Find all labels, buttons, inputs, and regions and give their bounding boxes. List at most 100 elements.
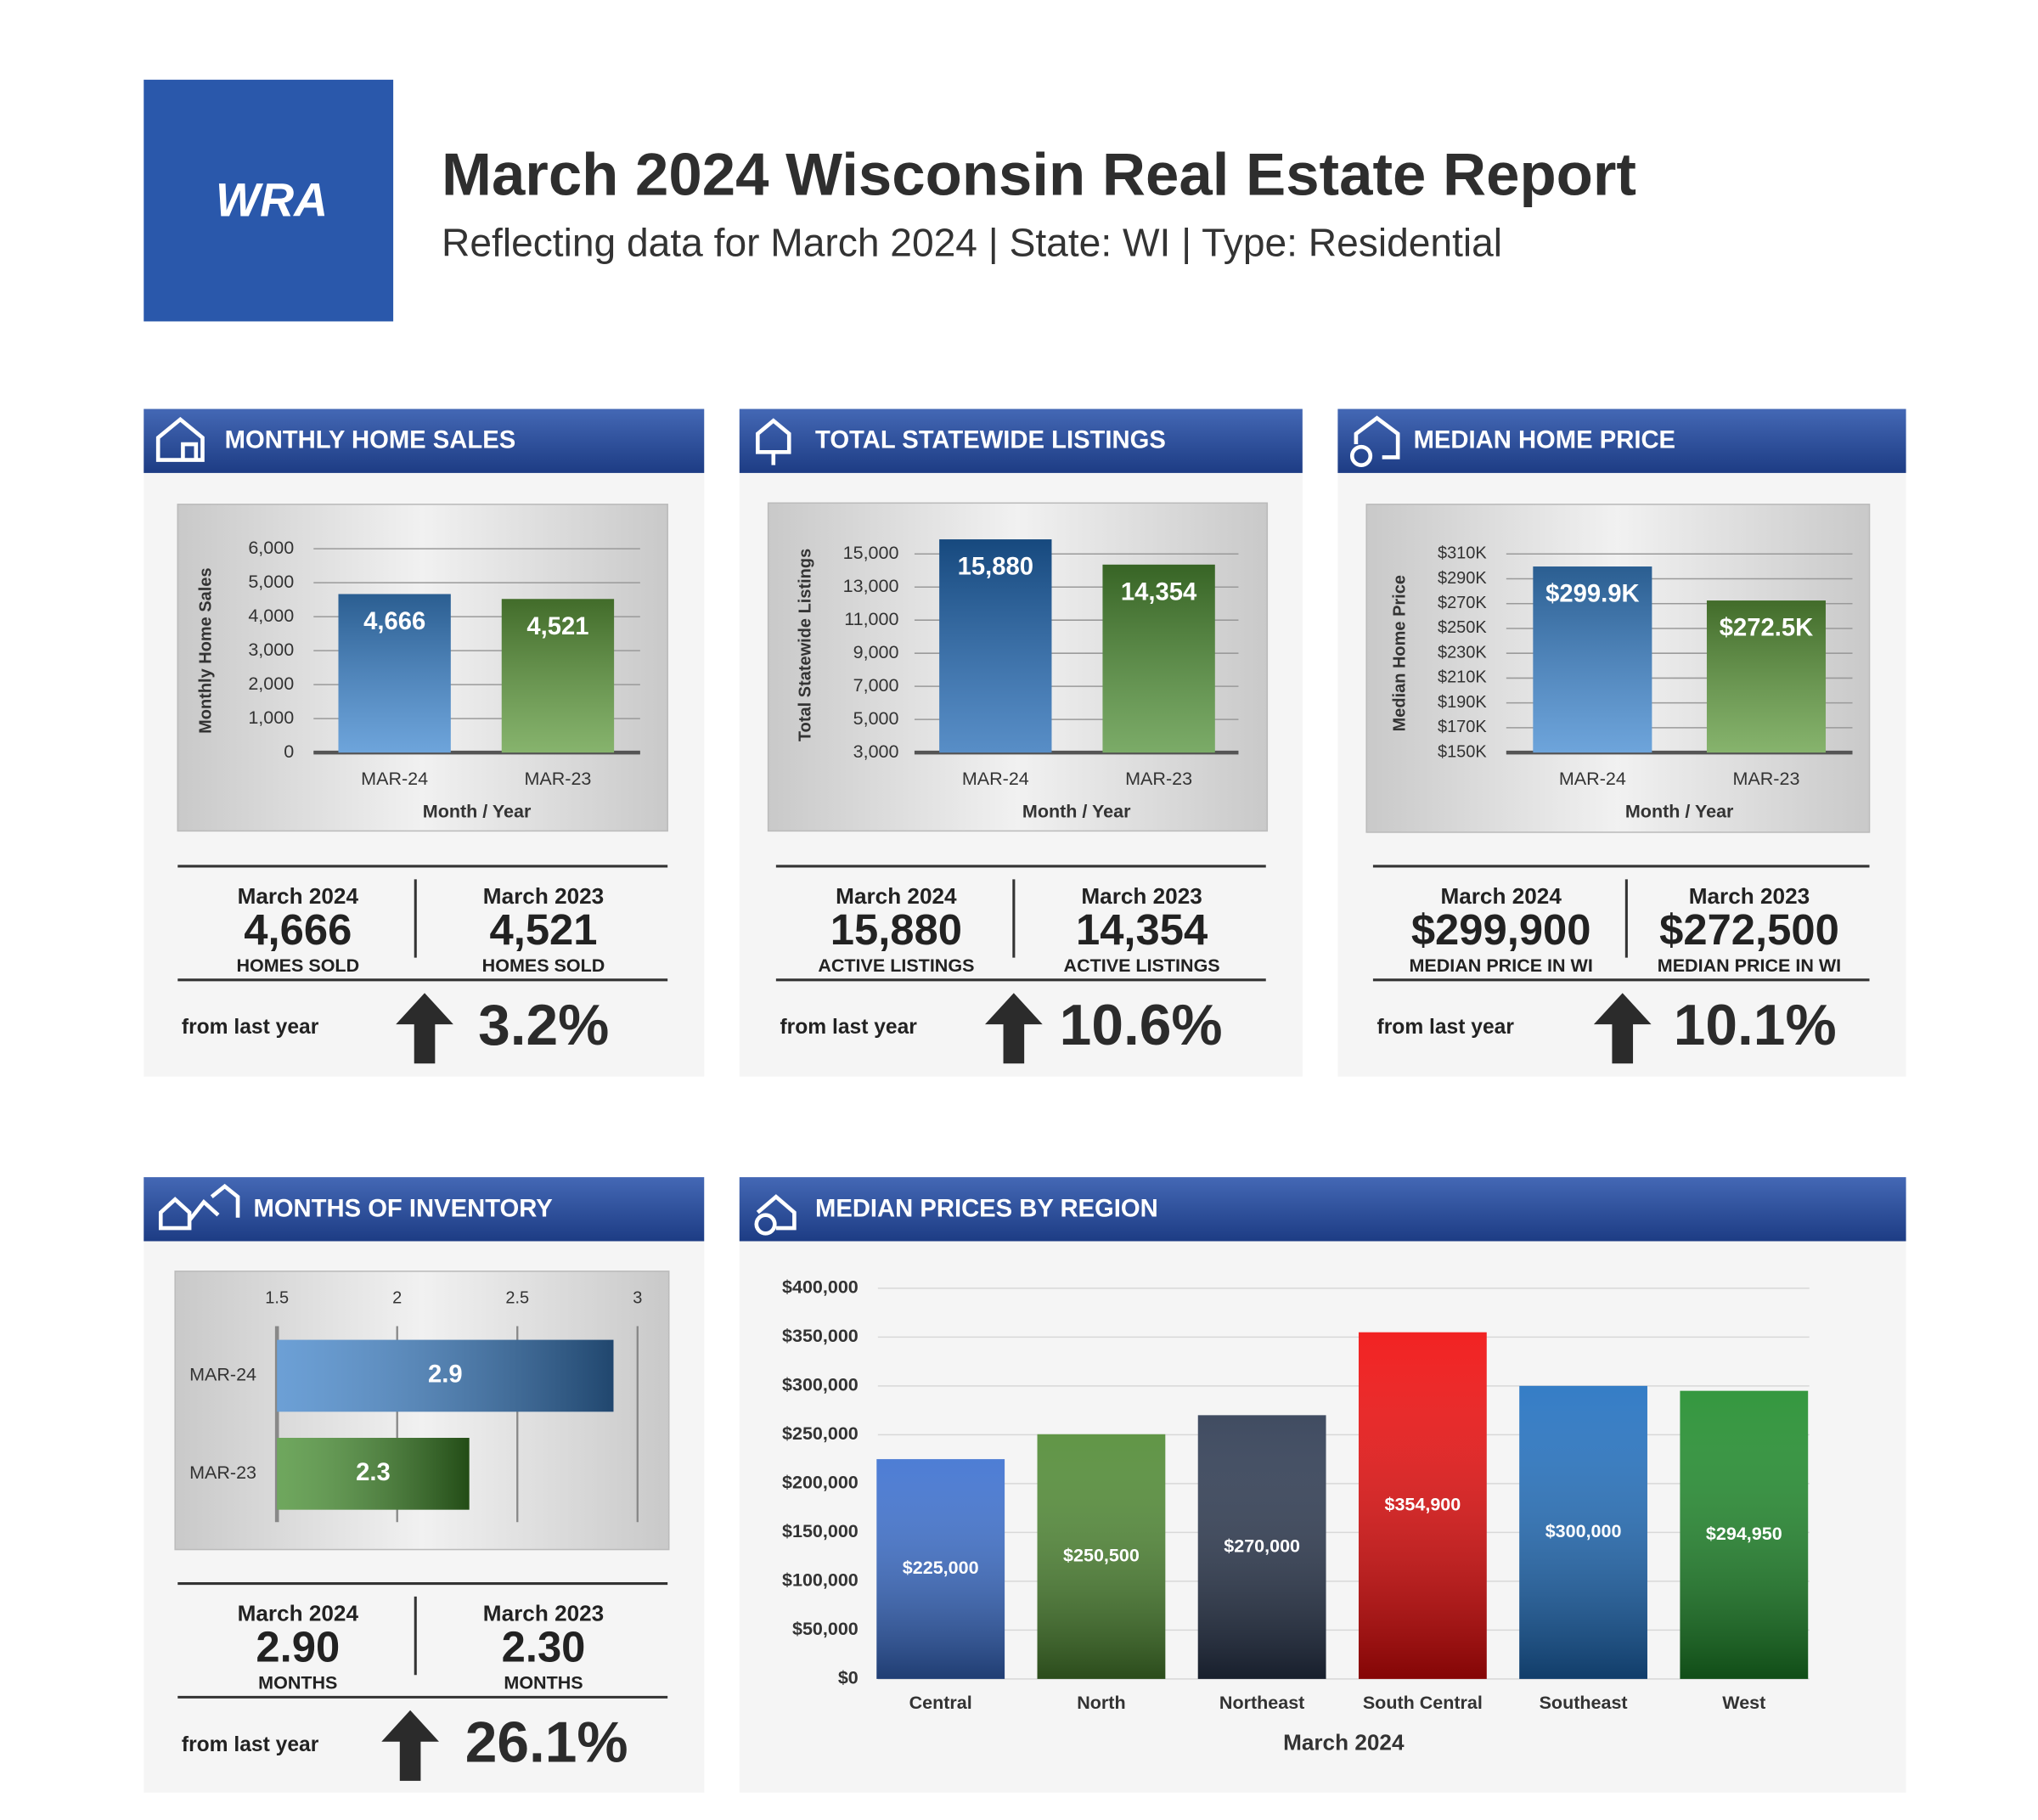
stat-value: $272,500 xyxy=(1659,905,1839,954)
change-value: 26.1% xyxy=(465,1711,628,1775)
x-tick-label: MAR-24 xyxy=(962,769,1029,789)
y-tick-label: $310K xyxy=(1438,544,1487,563)
panel-header xyxy=(739,1177,1906,1242)
up-arrow xyxy=(985,993,1043,1064)
y-tick-label: $250,000 xyxy=(782,1423,859,1444)
x-tick-label: MAR-24 xyxy=(1559,769,1626,789)
change-label: from last year xyxy=(780,1016,917,1039)
bar-shade xyxy=(1102,564,1215,753)
stat-value: 4,521 xyxy=(490,905,598,954)
y-tick-label: 6,000 xyxy=(248,538,294,558)
x-tick-label: Southeast xyxy=(1540,1693,1628,1713)
house-icon xyxy=(1354,415,1400,459)
y-tick-label: $50,000 xyxy=(792,1619,859,1639)
houses-icon xyxy=(158,1183,240,1231)
stat-period: March 2023 xyxy=(1081,883,1202,909)
bar-shade xyxy=(277,1438,470,1510)
x-tick-label: West xyxy=(1722,1693,1765,1713)
x-tick-label: 2 xyxy=(392,1288,402,1307)
value-label: $300,000 xyxy=(1545,1521,1622,1541)
up-arrow xyxy=(1593,993,1652,1064)
stat-unit: ACTIVE LISTINGS xyxy=(818,955,974,976)
y-tick-label: 13,000 xyxy=(843,576,899,596)
stat-value: $299,900 xyxy=(1411,905,1591,954)
value-label: $294,950 xyxy=(1706,1524,1782,1544)
house-icon xyxy=(155,416,205,462)
bar-shade xyxy=(277,1339,614,1412)
y-tick-label: $0 xyxy=(838,1668,859,1688)
stat-unit: MONTHS xyxy=(504,1673,583,1693)
coin-icon xyxy=(1349,444,1373,467)
bar-shade xyxy=(1533,566,1652,753)
y-tick-label: MAR-24 xyxy=(189,1365,256,1385)
panel-title: MONTHS OF INVENTORY xyxy=(253,1195,553,1222)
stat-period: March 2023 xyxy=(483,1600,604,1626)
panel-title: MEDIAN HOME PRICE xyxy=(1414,427,1675,454)
y-tick-label: 15,000 xyxy=(843,543,899,563)
x-tick-label: MAR-24 xyxy=(361,769,428,789)
stat-value: 2.30 xyxy=(502,1622,586,1671)
y-tick-label: $150K xyxy=(1438,742,1487,761)
logo: WRA xyxy=(216,174,328,227)
x-axis-label: Month / Year xyxy=(1625,802,1734,822)
stat-period: March 2024 xyxy=(836,883,957,909)
y-tick-label: $210K xyxy=(1438,668,1487,687)
panel-title: MEDIAN PRICES BY REGION xyxy=(815,1195,1158,1222)
change-label: from last year xyxy=(182,1016,319,1039)
panel-header xyxy=(1337,409,1906,473)
x-tick-label: Central xyxy=(909,1693,972,1713)
change-label: from last year xyxy=(182,1733,319,1756)
y-tick-label: 3,000 xyxy=(853,741,899,762)
stat-period: March 2024 xyxy=(1440,883,1562,909)
stat-unit: MEDIAN PRICE IN WI xyxy=(1409,955,1592,976)
y-tick-label: $290K xyxy=(1438,569,1487,588)
value-label: $250,500 xyxy=(1063,1546,1140,1566)
panel-title: MONTHLY HOME SALES xyxy=(225,427,516,454)
y-tick-label: $150,000 xyxy=(782,1521,859,1541)
change-label: from last year xyxy=(1377,1016,1515,1039)
y-tick-label: 4,000 xyxy=(248,606,294,626)
value-label: 2.9 xyxy=(428,1361,463,1389)
y-tick-label: $250K xyxy=(1438,618,1487,637)
change-value: 10.6% xyxy=(1060,994,1223,1057)
y-tick-label: $400,000 xyxy=(782,1277,859,1298)
panel-title: TOTAL STATEWIDE LISTINGS xyxy=(815,427,1166,454)
logo-box xyxy=(144,79,394,322)
y-tick-label: 1,000 xyxy=(248,707,294,728)
y-axis-label: Total Statewide Listings xyxy=(797,549,815,741)
y-tick-label: 11,000 xyxy=(844,609,898,629)
house-icon xyxy=(756,1194,797,1231)
bar-shade xyxy=(1519,1385,1647,1679)
stat-unit: MEDIAN PRICE IN WI xyxy=(1658,955,1841,976)
change-value: 10.1% xyxy=(1674,994,1837,1057)
x-tick-label: Northeast xyxy=(1219,1693,1304,1713)
value-label: $270,000 xyxy=(1224,1535,1300,1556)
x-tick-label: North xyxy=(1077,1693,1125,1713)
y-tick-label: 3,000 xyxy=(248,640,294,660)
y-tick-label: 5,000 xyxy=(853,708,899,729)
value-label: $299.9K xyxy=(1545,581,1639,608)
stat-period: March 2023 xyxy=(1689,883,1810,909)
stat-value: 4,666 xyxy=(244,905,352,954)
y-tick-label: $270K xyxy=(1438,594,1487,612)
value-label: $354,900 xyxy=(1384,1494,1461,1514)
y-tick-label: $100,000 xyxy=(782,1570,859,1591)
y-tick-label: 7,000 xyxy=(853,675,899,696)
stat-value: 14,354 xyxy=(1076,905,1208,954)
x-tick-label: MAR-23 xyxy=(524,769,591,789)
panel-header xyxy=(739,409,1303,473)
value-label: 4,666 xyxy=(363,608,425,635)
x-tick-label: MAR-23 xyxy=(1733,769,1800,789)
value-label: 15,880 xyxy=(958,554,1033,581)
coin-icon xyxy=(754,1213,777,1236)
x-axis-label: March 2024 xyxy=(1283,1730,1405,1755)
y-tick-label: $170K xyxy=(1438,718,1487,736)
y-tick-label: MAR-23 xyxy=(189,1462,256,1483)
x-axis-label: Month / Year xyxy=(1022,802,1131,822)
y-tick-label: 0 xyxy=(284,741,294,762)
stat-unit: MONTHS xyxy=(258,1673,337,1693)
stat-unit: ACTIVE LISTINGS xyxy=(1064,955,1220,976)
y-tick-label: $300,000 xyxy=(782,1375,859,1395)
stat-unit: HOMES SOLD xyxy=(236,955,359,976)
